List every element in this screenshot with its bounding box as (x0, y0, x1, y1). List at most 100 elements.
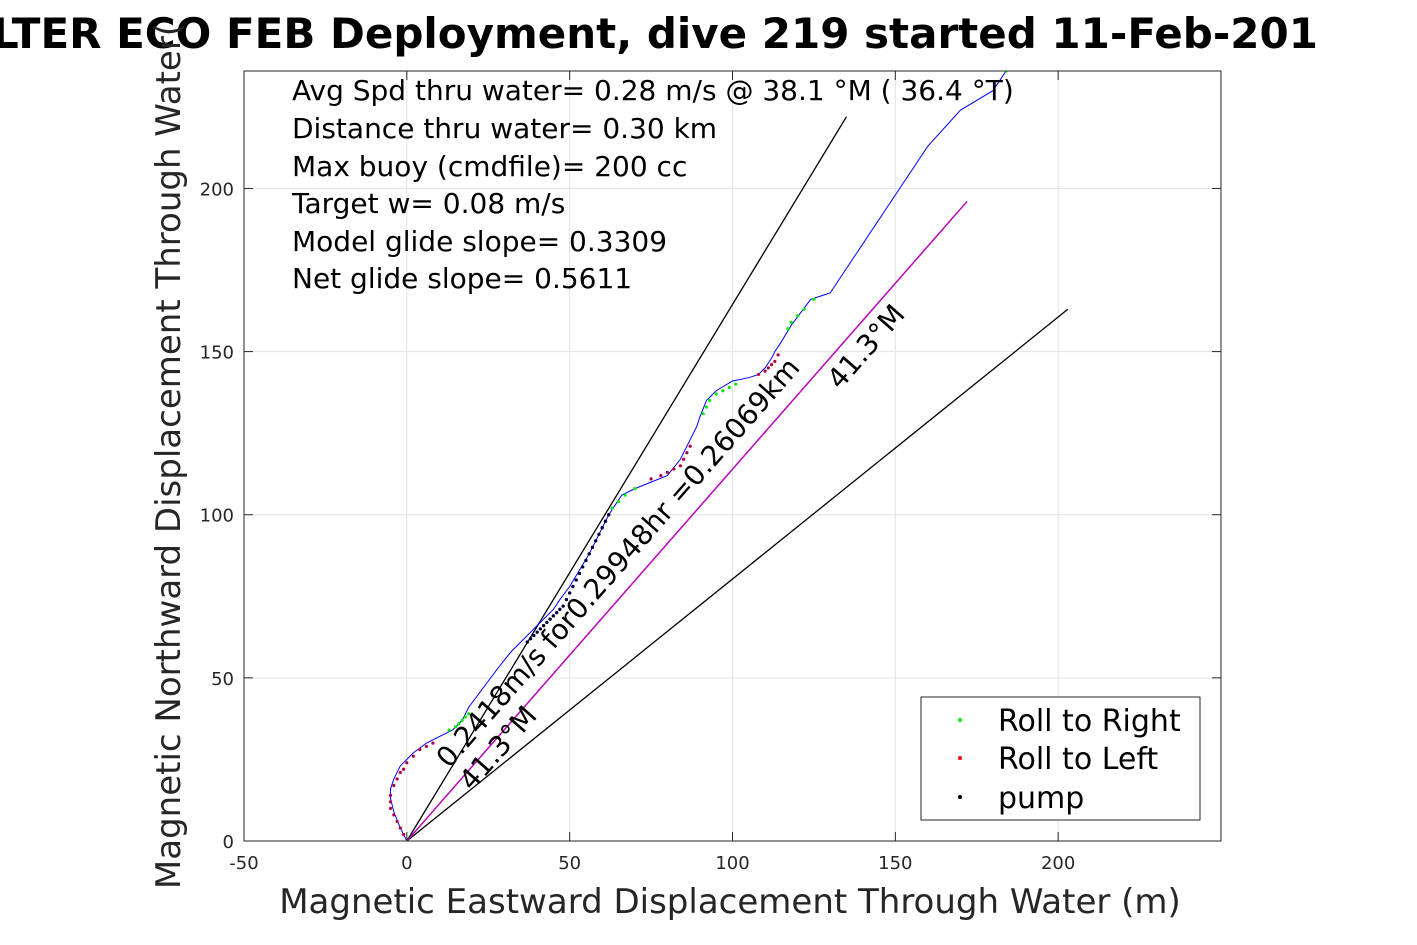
point-roll-left-overlay (425, 745, 428, 748)
point-pump-overlay (564, 597, 569, 602)
point-roll-left-overlay (399, 771, 402, 774)
point-pump-overlay (525, 640, 529, 644)
point-pump-overlay (548, 617, 552, 621)
info-line-4: Target w= 0.08 m/s (291, 187, 565, 220)
point-pump-overlay (571, 584, 575, 589)
point-pump-overlay (555, 611, 559, 615)
point-pump-overlay (568, 591, 572, 595)
point-roll-to-right (623, 493, 627, 497)
point-pump-overlay (577, 571, 582, 576)
x-tick-label: 50 (558, 853, 581, 874)
point-roll-to-right (796, 314, 800, 318)
reference-line-net-dup (406, 201, 968, 841)
chart-title: LTER ECO FEB Deployment, dive 219 starte… (0, 9, 1318, 58)
point-roll-left-overlay (392, 813, 396, 817)
point-roll-to-right (457, 721, 461, 726)
y-tick-label: 150 (200, 343, 234, 364)
point-pump-overlay (603, 519, 608, 523)
point-roll-left-overlay (402, 767, 405, 771)
point-roll-left-overlay (688, 444, 692, 448)
point-roll-left-overlay (392, 784, 396, 787)
x-tick-label: 200 (1041, 853, 1075, 874)
point-roll-left-overlay (399, 826, 402, 830)
point-roll-left-overlay (767, 366, 770, 370)
point-roll-to-right (454, 725, 458, 729)
point-pump-overlay (558, 607, 562, 611)
point-pump-overlay (587, 552, 591, 556)
legend-marker-roll-left (958, 756, 962, 760)
y-tick-label: 200 (200, 179, 234, 200)
point-pump-overlay (607, 513, 611, 517)
y-tick-label: 100 (200, 506, 234, 527)
point-roll-left-overlay (776, 353, 780, 357)
point-roll-to-right (727, 385, 731, 390)
point-roll-left-overlay (649, 477, 653, 481)
point-roll-to-right (447, 728, 451, 732)
point-roll-to-right (812, 297, 816, 301)
legend-label-roll-right: Roll to Right (998, 704, 1181, 739)
point-roll-left-overlay (770, 363, 773, 366)
point-pump-overlay (584, 558, 588, 563)
info-line-5: Model glide slope= 0.3309 (292, 225, 667, 258)
point-roll-left-overlay (412, 754, 415, 758)
point-roll-left-overlay (666, 471, 669, 474)
point-roll-to-right (802, 307, 806, 311)
point-pump-overlay (597, 532, 601, 536)
point-roll-to-right (467, 712, 471, 716)
y-axis-label: Magnetic Northward Displacement Through … (149, 23, 189, 889)
legend-label-pump: pump (998, 781, 1084, 816)
point-pump-overlay (561, 604, 565, 608)
point-roll-to-right (786, 327, 790, 331)
legend-box (920, 696, 1201, 821)
x-tick-label: 100 (715, 853, 749, 874)
point-roll-left-overlay (757, 373, 760, 376)
point-pump-overlay (590, 545, 595, 549)
point-roll-left-overlay (682, 457, 685, 461)
point-roll-left-overlay (389, 794, 392, 797)
point-pump-overlay (594, 539, 598, 543)
x-tick-label: 150 (878, 853, 912, 874)
point-pump-overlay (542, 624, 546, 628)
x-axis-label: Magnetic Eastward Displacement Through W… (279, 882, 1181, 922)
point-roll-to-right (616, 500, 621, 504)
info-line-1: Avg Spd thru water= 0.28 m/s @ 38.1 °M (… (292, 74, 1014, 107)
point-roll-to-right (633, 487, 637, 491)
info-line-6: Net glide slope= 0.5611 (292, 262, 632, 295)
point-roll-left-overlay (672, 467, 676, 471)
reference-line-steep (406, 116, 848, 841)
y-tick-label: 0 (223, 832, 234, 853)
legend: Roll to Right Roll to Left pump (920, 696, 1201, 821)
point-roll-to-right (610, 506, 614, 510)
point-roll-to-right (708, 398, 712, 403)
point-roll-left-overlay (773, 360, 777, 363)
point-roll-left-overlay (405, 761, 409, 764)
point-roll-to-right (721, 389, 725, 393)
reference-line-shallow (406, 308, 1069, 841)
point-roll-left-overlay (402, 833, 405, 836)
point-roll-left-overlay (763, 369, 767, 373)
point-pump-overlay (600, 526, 604, 530)
point-roll-left-overlay (431, 741, 435, 745)
point-pump-overlay (528, 637, 533, 641)
point-roll-left-overlay (389, 807, 392, 810)
legend-label-roll-left: Roll to Left (998, 742, 1158, 777)
info-line-2: Distance thru water= 0.30 km (292, 112, 717, 145)
reference-lines (406, 116, 1069, 841)
point-roll-left-overlay (685, 451, 689, 455)
point-roll-to-right (714, 392, 718, 396)
point-roll-left-overlay (659, 474, 663, 477)
point-roll-left-overlay (389, 800, 392, 804)
point-roll-to-right (701, 411, 705, 416)
point-roll-to-right (734, 382, 738, 386)
data-points (388, 71, 1008, 837)
point-pump-overlay (532, 633, 536, 638)
point-roll-to-right (460, 718, 464, 722)
x-tick-label: 0 (401, 853, 412, 874)
point-pump-overlay (545, 620, 549, 624)
point-pump-overlay (535, 630, 539, 634)
track-polyline (390, 71, 1007, 841)
point-pump-overlay (551, 614, 555, 618)
point-roll-left-overlay (679, 464, 682, 468)
point-pump-overlay (538, 627, 542, 631)
